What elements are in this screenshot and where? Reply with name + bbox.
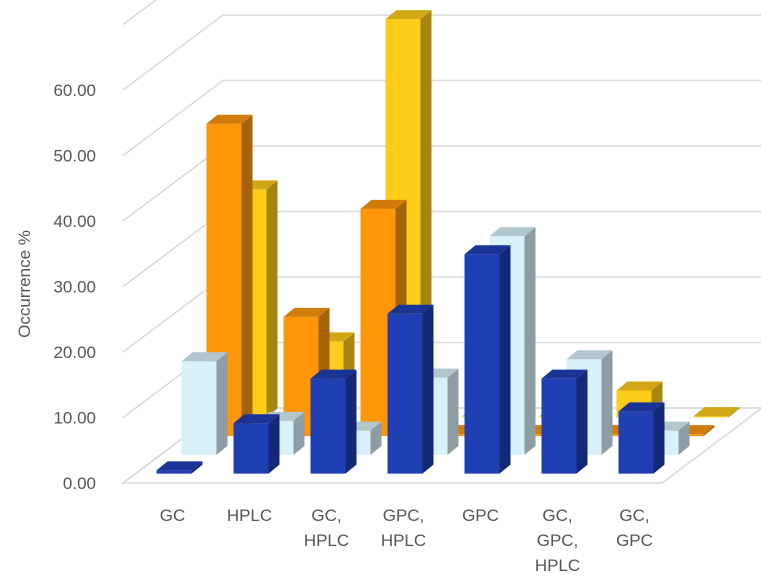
bar-top-face xyxy=(283,307,330,317)
bar-front-face xyxy=(233,423,269,474)
bar-front-face xyxy=(156,470,192,474)
bar-side-face xyxy=(370,421,382,455)
bar-side-face xyxy=(191,461,203,474)
y-tick-label: 10.00 xyxy=(53,409,96,428)
bar xyxy=(464,245,511,474)
bar-side-face xyxy=(241,114,253,437)
bar xyxy=(618,402,665,474)
bar-side-face xyxy=(216,352,228,455)
bar xyxy=(181,352,228,455)
bar-top-face xyxy=(181,352,228,362)
y-tick-label: 40.00 xyxy=(53,212,96,231)
bar-side-face xyxy=(678,421,690,455)
bar-side-face xyxy=(447,368,459,455)
x-axis-categories: GC HPLC GC, HPLC GPC, HPLC GPC GC, GPC, HPLC GC, GP… xyxy=(160,506,653,575)
y-axis-ticks: 0.00 10.00 20.00 30.00 40.00 50.00 60.00 xyxy=(53,81,96,493)
y-axis-title: Occurrence % xyxy=(15,230,34,338)
bar-front-face xyxy=(541,378,577,474)
bar-side-face xyxy=(499,245,511,474)
bar-top-face xyxy=(618,402,665,412)
x-category-label: GC, GPC xyxy=(616,506,653,550)
bar-top-face xyxy=(566,350,613,360)
bar-side-face xyxy=(293,411,305,455)
bar-top-face xyxy=(541,369,588,379)
bar-front-face xyxy=(310,378,346,474)
bar xyxy=(233,414,280,474)
bar xyxy=(541,369,588,474)
x-category-label: HPLC xyxy=(227,506,272,525)
bar-side-face xyxy=(653,402,665,474)
y-tick-label: 50.00 xyxy=(53,147,96,166)
bar-top-face xyxy=(385,10,432,20)
bar-side-face xyxy=(268,414,280,474)
bar-side-face xyxy=(422,304,434,474)
x-category-label: GC, GPC, HPLC xyxy=(535,506,580,575)
bar xyxy=(693,407,740,418)
bar-top-face xyxy=(233,414,280,424)
bar-top-face xyxy=(360,199,407,209)
y-tick-label: 30.00 xyxy=(53,278,96,297)
y-tick-label: 20.00 xyxy=(53,343,96,362)
bar xyxy=(156,461,203,474)
bar-side-face xyxy=(524,227,536,455)
gridline xyxy=(122,14,761,91)
bar xyxy=(387,304,434,474)
y-tick-label: 0.00 xyxy=(63,474,96,493)
bars xyxy=(156,10,740,474)
bar xyxy=(310,369,357,474)
bar-front-face xyxy=(464,254,500,474)
x-category-label: GC, HPLC xyxy=(304,506,349,550)
x-category-label: GC xyxy=(160,506,186,525)
bar-top-face xyxy=(310,369,357,379)
bar-side-face xyxy=(728,407,740,418)
bar-top-face xyxy=(206,114,253,124)
bar-top-face xyxy=(387,304,434,314)
bar-front-face xyxy=(618,411,654,474)
bar-top-face xyxy=(489,227,536,237)
bar-front-face xyxy=(693,416,729,418)
bar-top-face xyxy=(693,407,740,417)
bar-side-face xyxy=(345,369,357,474)
bar-top-face xyxy=(156,461,203,471)
gridline xyxy=(122,0,157,26)
y-tick-label: 60.00 xyxy=(53,81,96,100)
bar-side-face xyxy=(703,425,715,437)
x-category-label: GPC, HPLC xyxy=(381,506,426,550)
bar-front-face xyxy=(387,313,423,474)
gridline xyxy=(122,79,761,157)
bar-side-face xyxy=(576,369,588,474)
bar-top-face xyxy=(616,381,663,391)
bar-top-face xyxy=(464,245,511,255)
bar-front-face xyxy=(181,361,217,455)
x-category-label: GPC xyxy=(462,506,499,525)
bar-side-face xyxy=(266,180,278,418)
bar-side-face xyxy=(601,350,613,455)
